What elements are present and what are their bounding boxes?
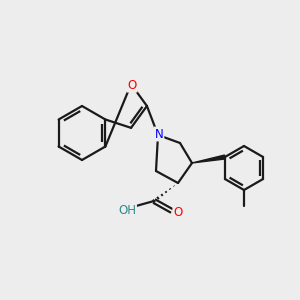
Text: N: N <box>154 128 164 140</box>
Text: OH: OH <box>118 203 136 217</box>
Polygon shape <box>192 155 225 163</box>
Text: O: O <box>128 79 137 92</box>
Text: O: O <box>173 206 183 220</box>
